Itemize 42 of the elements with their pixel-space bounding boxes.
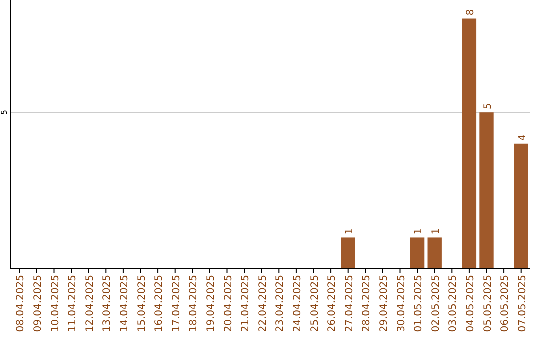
x-tick-label: 15.04.2025	[136, 275, 148, 332]
x-tick-label: 21.04.2025	[240, 275, 252, 332]
data-label: 1	[344, 228, 356, 235]
x-tick-label: 20.04.2025	[223, 275, 234, 332]
x-tick-label: 22.04.2025	[258, 275, 269, 332]
bar	[462, 18, 477, 269]
x-tick-label: 13.04.2025	[102, 275, 114, 332]
x-tick-label: 01.05.2025	[414, 275, 425, 332]
x-tick-label: 11.04.2025	[68, 275, 79, 332]
data-label: 8	[465, 9, 476, 16]
x-tick-label: 23.04.2025	[275, 275, 286, 332]
x-tick-label: 27.04.2025	[344, 275, 356, 332]
x-tick-label: 19.04.2025	[206, 275, 217, 332]
data-label: 4	[517, 134, 528, 141]
data-label: 1	[414, 228, 425, 235]
x-tick-label: 07.05.2025	[517, 275, 528, 332]
data-label: 1	[430, 228, 442, 235]
x-tick-label: 14.04.2025	[119, 275, 130, 332]
x-tick-label: 09.04.2025	[32, 275, 44, 332]
x-tick-label: 28.04.2025	[362, 275, 373, 332]
x-tick-label: 02.05.2025	[430, 275, 442, 332]
bar	[410, 238, 425, 269]
x-tick-label: 08.04.2025	[16, 275, 27, 332]
bar	[480, 112, 494, 269]
bar	[514, 144, 528, 269]
bar	[341, 238, 356, 269]
x-tick-label: 25.04.2025	[310, 275, 321, 332]
x-tick-label: 17.04.2025	[171, 275, 182, 332]
x-tick-label: 18.04.2025	[188, 275, 200, 332]
x-tick-label: 12.04.2025	[84, 275, 96, 332]
x-tick-label: 06.05.2025	[500, 275, 512, 332]
x-tick-label: 04.05.2025	[465, 275, 476, 332]
x-tick-label: 30.04.2025	[396, 275, 408, 332]
x-tick-label: 16.04.2025	[154, 275, 166, 332]
x-tick-label: 29.04.2025	[378, 275, 390, 332]
x-tick-label: 10.04.2025	[50, 275, 62, 332]
x-tick-label: 26.04.2025	[327, 275, 338, 332]
x-tick-label: 05.05.2025	[482, 275, 494, 332]
bar	[428, 238, 442, 269]
x-tick-label: 03.05.2025	[448, 275, 460, 332]
data-label: 5	[482, 103, 494, 110]
x-tick-label: 24.04.2025	[292, 275, 304, 332]
